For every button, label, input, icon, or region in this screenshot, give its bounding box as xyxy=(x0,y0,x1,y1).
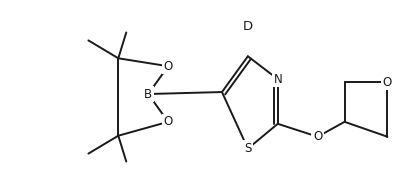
Text: O: O xyxy=(383,76,392,89)
Text: N: N xyxy=(274,73,282,86)
Text: O: O xyxy=(163,60,173,73)
Text: S: S xyxy=(244,142,251,155)
Text: O: O xyxy=(313,130,322,143)
Text: O: O xyxy=(163,115,173,128)
Text: D: D xyxy=(243,20,253,33)
Text: B: B xyxy=(144,87,152,100)
